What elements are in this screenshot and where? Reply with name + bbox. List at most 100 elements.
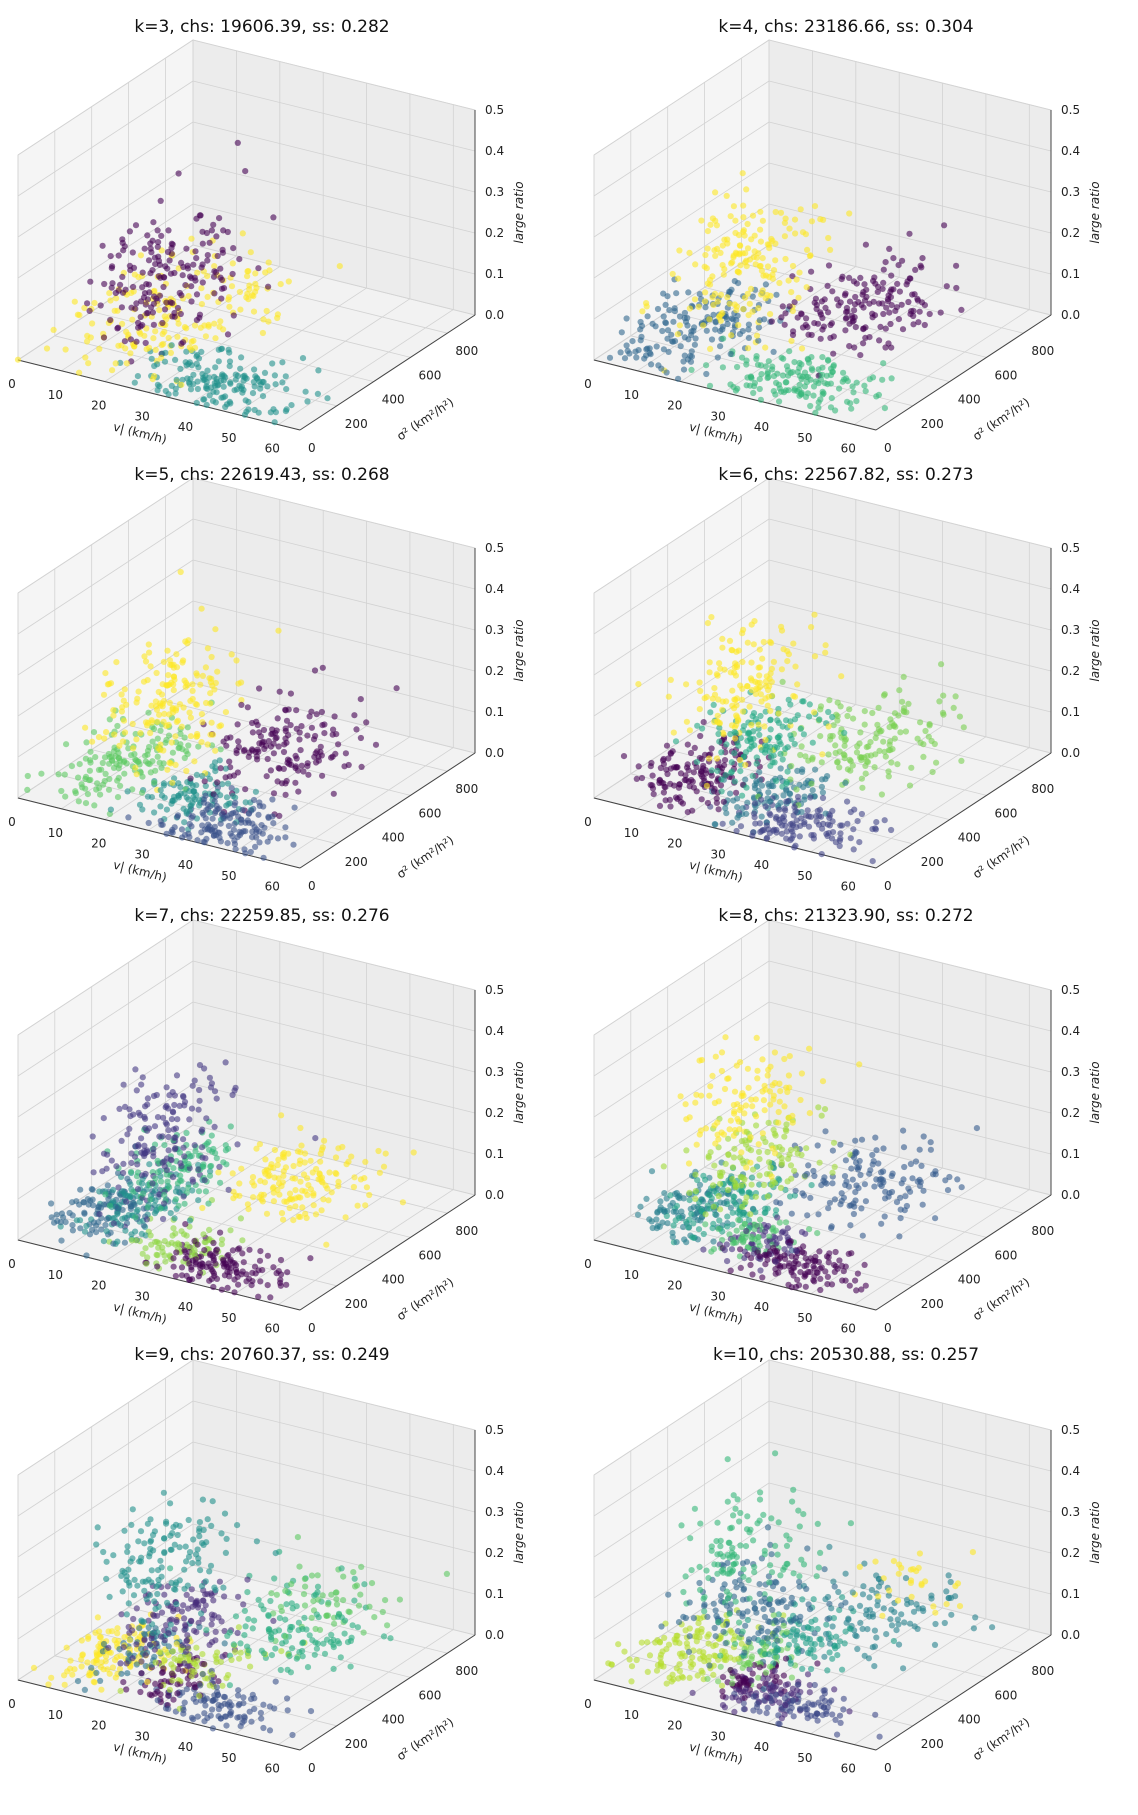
scatter-point-cluster-4 [182,1543,189,1550]
scatter-point-cluster-2 [836,385,843,392]
scatter-point-cluster-3 [773,777,780,784]
scatter-point-cluster-1 [269,796,276,803]
scatter-point-cluster-0 [146,289,153,296]
scatter-point-cluster-5 [737,756,744,764]
scatter-point-cluster-1 [226,363,233,370]
scatter-point-cluster-5 [237,1215,244,1222]
scatter-point-cluster-1 [186,1116,193,1123]
scatter-point-cluster-3 [737,734,744,741]
scatter-point-cluster-5 [761,723,768,730]
scatter-point-cluster-3 [716,738,723,745]
scatter-point-cluster-0 [232,1262,240,1269]
scatter-point-cluster-2 [798,391,805,398]
scatter-point-cluster-1 [222,1059,229,1066]
scatter-point-cluster-7 [781,1055,788,1063]
scatter-point-cluster-1 [173,1618,180,1626]
scatter-point-cluster-6 [803,1145,810,1152]
scatter-point-cluster-0 [142,301,149,308]
scatter-point-cluster-0 [342,750,349,757]
scatter-point-cluster-0 [128,304,135,311]
scatter-point-cluster-6 [268,1590,275,1597]
scatter-point-cluster-2 [766,798,773,805]
scatter-point-cluster-5 [241,1632,248,1639]
scatter-point-cluster-3 [784,768,791,775]
scatter-point-cluster-1 [215,358,222,365]
scatter-point-cluster-3 [787,701,794,708]
scatter-point-cluster-4 [193,701,200,708]
scatter-point-cluster-1 [135,1141,142,1148]
scatter-point-cluster-1 [174,1116,181,1123]
scatter-point-cluster-0 [208,1266,215,1273]
scatter-point-cluster-0 [860,340,867,347]
scatter-point-cluster-4 [787,1193,794,1200]
scatter-point-cluster-0 [684,809,691,816]
scatter-point-cluster-4 [102,670,109,677]
scatter-point-cluster-6 [816,1159,823,1166]
scatter-point-cluster-6 [263,1210,271,1217]
scatter-point-cluster-1 [680,366,688,373]
scatter-point-cluster-2 [750,389,757,397]
scatter-point-cluster-4 [116,742,123,749]
scatter-point-cluster-1 [675,375,682,382]
scatter-point-cluster-0 [747,1261,754,1269]
scatter-point-cluster-0 [842,290,849,297]
scatter-point-cluster-1 [283,406,290,413]
scatter-point-cluster-5 [299,1647,306,1655]
scatter-point-cluster-6 [230,1188,237,1195]
scatter-point-cluster-3 [143,1186,150,1193]
scatter-point-cluster-5 [825,723,832,730]
scatter-point-cluster-0 [335,741,342,748]
scatter-point-cluster-4 [137,1528,145,1535]
scatter-point-cluster-4 [897,729,904,736]
scatter-point-cluster-4 [734,1209,741,1216]
scatter-point-cluster-1 [143,1216,150,1223]
scatter-point-cluster-1 [256,839,263,846]
scatter-point-cluster-2 [156,307,163,314]
scatter-point-cluster-1 [194,385,201,393]
scatter-point-cluster-3 [676,247,683,254]
scatter-point-cluster-2 [87,1197,94,1204]
scatter-point-cluster-5 [838,673,845,680]
scatter-point-cluster-2 [175,792,182,799]
scatter-point-cluster-4 [160,658,167,665]
scatter-point-cluster-2 [204,293,211,300]
scatter-point-cluster-1 [662,320,669,327]
scatter-point-cluster-3 [676,322,683,329]
panel-title: k=4, chs: 23186.66, ss: 0.304 [718,17,973,37]
scatter-point-cluster-4 [129,720,136,727]
scatter-point-cluster-2 [756,385,763,393]
scatter-point-cluster-0 [234,721,241,728]
scatter-point-cluster-0 [771,1247,778,1255]
scatter-point-cluster-2 [812,766,819,773]
scatter-point-cluster-0 [633,775,640,782]
scatter-point-cluster-4 [185,1516,192,1524]
scatter-point-cluster-4 [922,727,929,735]
scatter-point-cluster-3 [762,344,769,351]
scatter-point-cluster-3 [751,742,758,749]
scatter-point-cluster-2 [780,792,787,799]
scatter-point-cluster-1 [271,372,278,379]
scatter-point-cluster-3 [96,1188,103,1195]
scatter-point-cluster-4 [222,1549,229,1556]
scatter-point-cluster-7 [698,1056,705,1064]
scatter-point-cluster-5 [272,1645,279,1652]
scatter-point-cluster-5 [735,1216,742,1223]
scatter-point-cluster-0 [685,767,692,774]
scatter-point-cluster-1 [170,1126,177,1133]
scatter-point-cluster-1 [756,820,763,827]
scatter-point-cluster-6 [776,1143,783,1151]
scatter-point-cluster-4 [118,691,125,698]
scatter-point-cluster-0 [161,306,169,313]
scatter-point-cluster-2 [137,252,144,259]
scatter-point-cluster-6 [715,1193,722,1200]
scatter-point-cluster-4 [156,711,163,718]
scatter-point-cluster-0 [199,228,206,235]
scatter-point-cluster-5 [337,1654,344,1661]
scatter-point-cluster-3 [767,762,774,769]
scatter-point-cluster-0 [160,283,167,291]
scatter-point-cluster-0 [195,1273,202,1280]
scatter-point-cluster-4 [688,1210,695,1217]
scatter-point-cluster-2 [703,362,710,369]
scatter-point-cluster-3 [781,219,788,226]
scatter-point-cluster-4 [773,1207,780,1214]
